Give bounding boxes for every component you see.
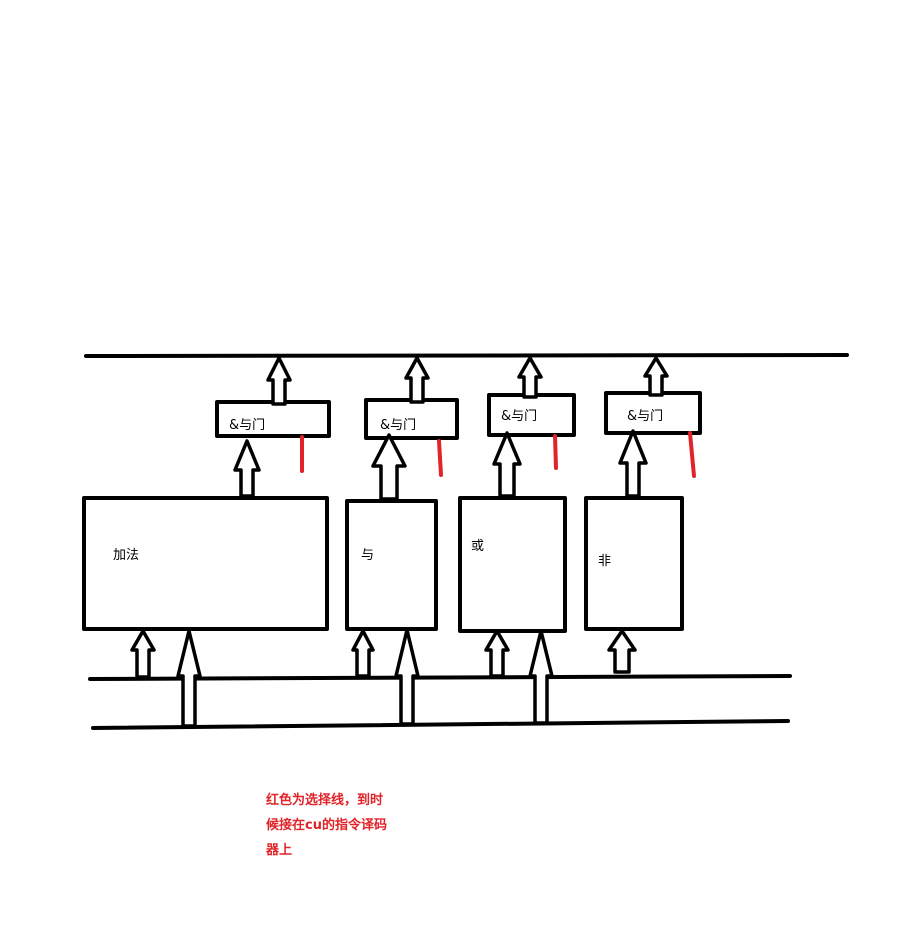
arrow-up-busa-to-or [484,629,510,678]
unit-label-add: 加法 [113,548,139,563]
unit-box-add [82,496,329,631]
arrow-up-busb-to-and [394,628,420,726]
unit-label-or: 或 [471,539,484,554]
select-line-note: 红色为选择线，到时 候接在cu的指令译码 器上 [266,788,426,863]
arrow-up-unit3-to-gate [492,431,522,498]
arrow-up-gate1-to-bus [266,356,292,406]
gate-label-4: &与门 [627,409,663,424]
arrow-up-unit4-to-gate [618,429,648,498]
unit-box-not [584,496,684,631]
arrow-up-gate2-to-bus [404,356,430,404]
unit-box-or [458,496,567,633]
note-line-3: 器上 [266,843,293,858]
input-bus-line-b [91,719,790,730]
arrow-up-busa-to-add [130,629,156,679]
select-line-2 [437,439,443,477]
select-line-3 [553,434,558,470]
input-bus-line-a [88,674,792,681]
note-line-1: 红色为选择线，到时 [266,793,384,808]
arrow-up-busa-to-and [351,629,375,678]
arrow-up-unit2-to-gate [371,433,407,501]
arrow-up-busa-to-not [607,629,637,674]
arrow-up-gate4-to-bus [643,356,669,397]
arrow-up-unit1-to-gate [233,439,261,498]
unit-label-and: 与 [361,548,374,563]
output-bus-line [84,353,849,358]
note-line-2: 候接在cu的指令译码 [266,818,387,833]
unit-box-and [345,499,438,631]
gate-label-3: &与门 [501,409,537,424]
gate-label-2: &与门 [380,418,416,433]
arrow-up-busb-to-add [176,629,202,728]
select-line-4 [688,431,696,478]
gate-label-1: &与门 [229,418,265,433]
arrow-up-gate3-to-bus [517,356,543,399]
arrow-up-busb-to-or [528,629,554,725]
unit-label-not: 非 [598,554,611,569]
